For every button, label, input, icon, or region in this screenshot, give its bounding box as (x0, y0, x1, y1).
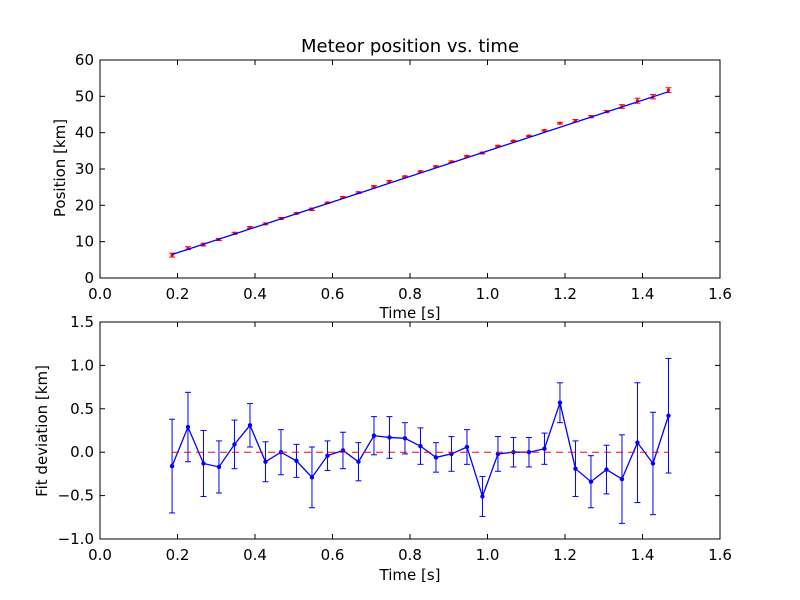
data-point (666, 88, 671, 92)
data-point (418, 443, 423, 449)
data-point (169, 463, 175, 469)
data-point (387, 179, 392, 183)
data-point (464, 444, 470, 450)
y-tick-label: 30 (75, 160, 94, 178)
data-point (340, 448, 346, 453)
x-tick-label: 1.2 (553, 285, 577, 303)
y-tick-label: −0.5 (58, 487, 94, 505)
data-point (588, 479, 594, 484)
x-tick-label: 1.0 (476, 285, 500, 303)
y-axis-label: Fit deviation [km] (33, 365, 51, 497)
data-point (542, 128, 547, 133)
x-tick-label: 0.6 (321, 546, 345, 564)
data-point (526, 450, 532, 455)
data-point (433, 455, 439, 460)
data-point (309, 475, 315, 480)
data-point (619, 476, 625, 482)
data-point (573, 466, 578, 471)
y-tick-label: −1.0 (58, 530, 94, 548)
chart-title: Meteor position vs. time (301, 36, 519, 57)
x-tick-label: 0.8 (398, 546, 422, 564)
x-tick-label: 0.4 (243, 546, 267, 564)
y-tick-label: 1.0 (70, 356, 94, 374)
y-tick-label: 20 (75, 196, 94, 214)
x-tick-label: 1.2 (553, 546, 577, 564)
y-tick-label: 60 (75, 51, 94, 69)
data-point (232, 442, 237, 447)
data-point (402, 436, 408, 441)
data-point (356, 459, 361, 464)
y-axis-label: Position [km] (51, 119, 69, 217)
axes-frame (99, 59, 721, 279)
plot-area: 0.0 0.2 0.4 0.6 0.8 1.0 1.2 1.4 1.6 0 10 20 30 40 50 60 (75, 51, 732, 303)
x-tick-label: 0.0 (88, 285, 112, 303)
data-point (650, 461, 656, 466)
x-tick-label: 0.8 (398, 285, 422, 303)
x-tick-label: 0.2 (166, 546, 190, 564)
data-point (216, 464, 222, 470)
position-plot: Meteor position vs. time Time [s] Positi… (51, 36, 732, 322)
data-point (480, 494, 485, 499)
fit-line (171, 91, 669, 256)
data-point (558, 121, 562, 125)
x-tick-label: 0.4 (243, 285, 267, 303)
data-point (604, 467, 609, 472)
data-point (542, 446, 547, 451)
x-tick-label: 1.6 (708, 546, 732, 564)
y-tick-label: 10 (75, 233, 94, 251)
x-tick-label: 0.6 (321, 285, 345, 303)
y-tick-label: 0.0 (70, 443, 94, 461)
y-tick-label: 1.5 (70, 313, 94, 331)
x-axis-label: Time [s] (379, 304, 441, 322)
x-tick-label: 0.0 (88, 546, 112, 564)
x-tick-label: 1.4 (631, 546, 655, 564)
data-point (247, 423, 253, 428)
x-tick-label: 1.6 (708, 285, 732, 303)
x-axis-label: Time [s] (379, 566, 441, 584)
data-point (201, 461, 206, 466)
data-point (371, 433, 377, 438)
y-tick-label: 40 (75, 124, 94, 142)
plot-area: 0.0 0.2 0.4 0.6 0.8 1.0 1.2 1.4 1.6 −1.0 −0.5 0.0 0.… (58, 313, 732, 564)
data-point (185, 424, 191, 430)
data-point (372, 184, 376, 189)
x-tick-label: 0.2 (166, 285, 190, 303)
y-tick-label: 0.5 (70, 400, 94, 418)
data-point (666, 413, 671, 418)
x-tick-label: 1.4 (631, 285, 655, 303)
x-tick-label: 1.0 (476, 546, 500, 564)
data-point (449, 451, 454, 457)
data-point (557, 400, 563, 405)
y-tick-label: 0 (84, 269, 94, 287)
data-point (325, 453, 330, 458)
data-point (263, 459, 268, 464)
axes-frame (99, 321, 721, 540)
data-point (387, 435, 392, 440)
deviation-plot: Time [s] Fit deviation [km] 0.0 0.2 0.4 0.6… (33, 313, 732, 584)
data-point (294, 458, 299, 464)
y-tick-label: 50 (75, 87, 94, 105)
data-point (635, 440, 640, 445)
data-point (495, 451, 501, 457)
